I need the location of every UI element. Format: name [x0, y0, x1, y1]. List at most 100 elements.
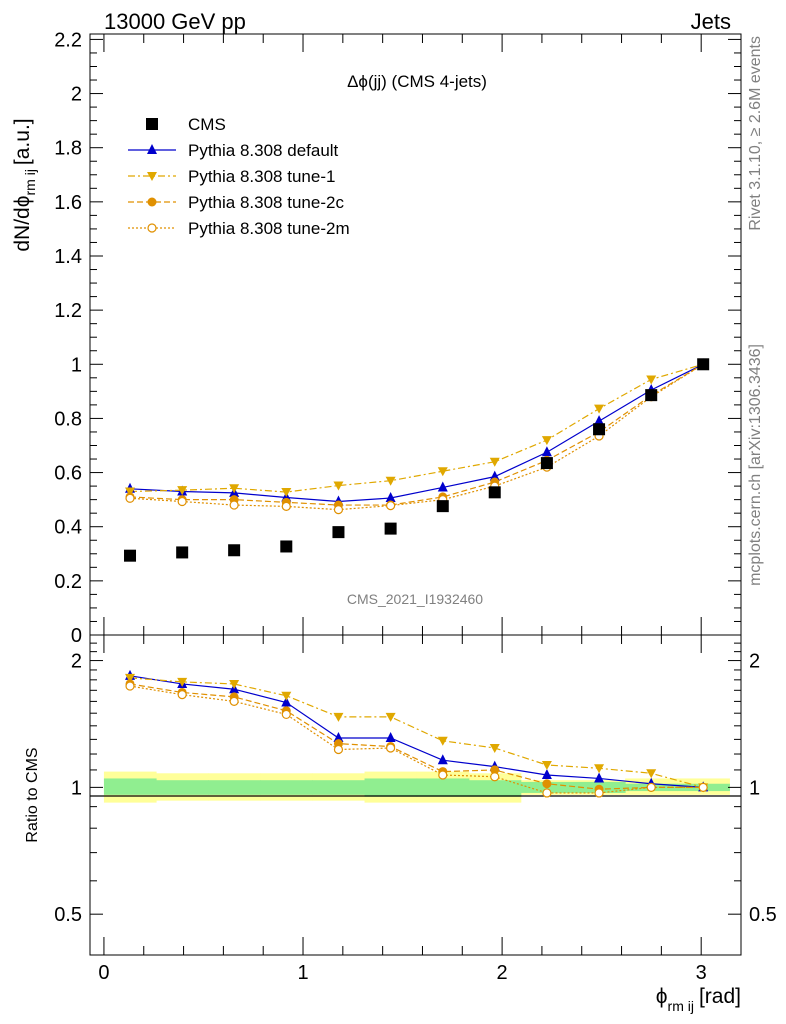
data-point-4-4	[333, 505, 344, 515]
ratio-series-markers	[125, 669, 709, 798]
data-point-2-0	[125, 487, 136, 497]
data-point-0-6	[436, 500, 449, 513]
data-point-0-1	[176, 546, 189, 559]
ratio-y-tick-label: 1	[71, 777, 82, 799]
legend-marker-1	[147, 144, 157, 154]
data-point-2-5	[385, 476, 396, 486]
main-panel: 0 0.2 0.4 0.6 0.8 1 1.2 1.4 1.6 1.8 2 2.2 Δϕ(jj) (C…	[11, 29, 742, 647]
main-y-tick-label: 1.8	[54, 138, 82, 160]
ratio-point-3-10	[646, 782, 656, 792]
data-point-2-4	[333, 481, 344, 491]
legend-marker-3	[147, 197, 157, 207]
ratio-point-3-5	[386, 743, 396, 753]
legend-item-0: CMS	[146, 115, 226, 134]
inner-band-bin-1	[156, 780, 209, 795]
legend-item-4: Pythia 8.308 tune-2m	[128, 219, 350, 238]
ratio-point-2-8	[542, 779, 552, 789]
ratio-point-1-2	[229, 679, 240, 689]
inner-band-bin-3	[260, 780, 313, 795]
ratio-point-3-11	[698, 782, 708, 792]
ratio-point-1-4	[333, 712, 344, 722]
ratio-panel-frame	[89, 634, 742, 956]
main-y-axis: 0 0.2 0.4 0.6 0.8 1 1.2 1.4 1.6 1.8 2 2.2	[54, 29, 741, 647]
legend-label-0: CMS	[188, 115, 226, 134]
inner-band-bin-5	[364, 778, 418, 797]
data-point-1-9	[594, 415, 605, 426]
ratio-point-3-1	[177, 690, 187, 700]
inner-band-bin-2	[208, 780, 261, 795]
data-point-4-1	[177, 496, 187, 507]
main-y-tick-label: 2.2	[54, 29, 82, 51]
data-point-0-2	[228, 544, 241, 557]
svg-text:ϕrm ij[rad]: ϕrm ij [rad]	[656, 985, 741, 1014]
ratio-line-1	[129, 677, 704, 788]
main-y-axis-unit: [a.u.]	[11, 118, 34, 165]
legend-item-2: Pythia 8.308 tune-1	[128, 167, 335, 186]
main-y-tick-label: 0.8	[54, 408, 82, 430]
ratio-point-1-1	[177, 677, 188, 687]
main-y-tick-label: 1	[71, 354, 82, 376]
ratio-point-1-5	[385, 712, 396, 722]
data-point-0-0	[124, 549, 137, 562]
data-point-0-3	[280, 540, 293, 553]
ratio-point-3-2	[229, 696, 239, 706]
ratio-point-1-3	[281, 691, 292, 701]
legend-marker-2	[147, 172, 157, 181]
ratio-point-1-6	[437, 736, 448, 746]
ratio-point-1-9	[594, 764, 605, 774]
ratio-point-1-8	[541, 761, 552, 771]
series-line-3	[129, 363, 704, 506]
legend-item-1: Pythia 8.308 default	[128, 141, 339, 160]
x-axis-subscript: rm ij	[668, 998, 694, 1014]
ratio-line-2	[129, 683, 704, 790]
ratio-point-3-7	[490, 772, 500, 782]
legend-label-3: Pythia 8.308 tune-2c	[188, 193, 344, 212]
main-y-tick-label: 1.2	[54, 300, 82, 322]
main-series-markers	[124, 358, 710, 562]
inner-band-bin-0	[103, 778, 157, 795]
series-line-4	[129, 363, 704, 511]
legend-label-2: Pythia 8.308 tune-1	[188, 167, 335, 186]
data-point-4-2	[229, 500, 239, 510]
data-point-0-7	[488, 486, 501, 499]
ratio-y-axis-label: Ratio to CMS	[24, 747, 41, 842]
main-y-tick-label: 0	[71, 625, 82, 647]
ratio-y-tick-label-right: 1	[749, 777, 760, 799]
ratio-point-1-0	[125, 673, 136, 683]
ratio-point-3-6	[438, 770, 448, 780]
x-axis: 0 1 2 3	[98, 34, 707, 984]
data-point-1-7	[489, 470, 500, 481]
inner-band-bin-4	[312, 780, 366, 795]
ratio-y-tick-label: 2	[71, 651, 82, 673]
series-line-2	[130, 363, 704, 493]
main-y-tick-label: 2	[71, 84, 82, 106]
x-tick-label: 0	[98, 962, 109, 984]
data-point-4-3	[281, 501, 291, 512]
ratio-point-2-7	[490, 765, 500, 775]
main-y-axis-title: dN/dϕrm ij [a.u.]	[11, 118, 38, 251]
main-y-tick-label: 0.6	[54, 463, 82, 485]
main-y-tick-label: 0.4	[54, 517, 82, 539]
plot-title: Δϕ(jj) (CMS 4-jets)	[347, 72, 487, 91]
data-point-0-8	[540, 457, 553, 470]
ratio-point-1-10	[646, 769, 657, 779]
main-series-lines	[129, 363, 704, 511]
legend-label-1: Pythia 8.308 default	[188, 141, 339, 160]
main-y-tick-label: 1.6	[54, 192, 82, 214]
ratio-point-0-8	[541, 768, 552, 779]
ratio-point-0-9	[594, 772, 605, 783]
data-point-1-6	[437, 481, 448, 492]
x-tick-label: 1	[297, 962, 308, 984]
data-point-0-5	[384, 522, 397, 535]
inner-band-bin-7	[468, 780, 522, 797]
svg-text:dN/dϕrm ij[a.u.]: dN/dϕrm ij [a.u.]	[11, 118, 38, 251]
data-point-2-10	[646, 375, 657, 385]
x-axis-unit: [rad]	[699, 985, 741, 1008]
ratio-point-3-0	[125, 681, 135, 691]
legend-marker-0	[146, 118, 158, 130]
ratio-y-tick-label: 0.5	[54, 904, 82, 926]
data-point-4-0	[125, 493, 135, 503]
legend: CMS Pythia 8.308 default Pythia 8.308 tune…	[128, 115, 350, 238]
